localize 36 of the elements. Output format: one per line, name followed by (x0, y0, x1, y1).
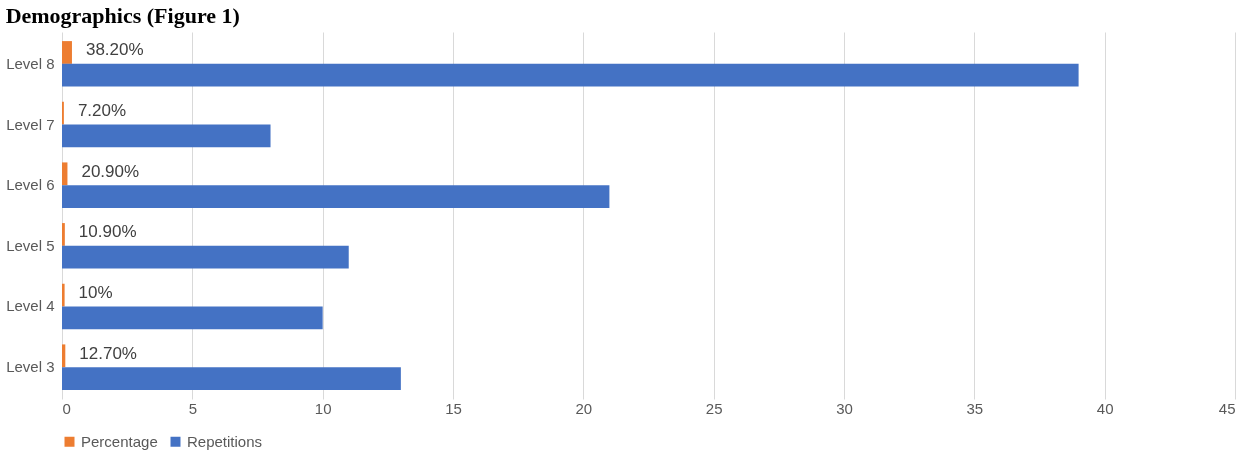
y-tick-label: Level 8 (6, 54, 55, 72)
data-label: 10% (78, 283, 113, 303)
x-tick-label: 10 (314, 399, 332, 417)
bar (62, 223, 65, 246)
bar (62, 367, 401, 390)
legend-label: Repetitions (187, 432, 263, 450)
y-tick-label: Level 4 (6, 297, 55, 315)
bar (62, 344, 66, 368)
chart-title: Demographics (Figure 1) (5, 3, 240, 28)
bar (62, 63, 1079, 87)
legend-label: Percentage (81, 432, 158, 450)
y-tick-label: Level 5 (6, 236, 55, 254)
y-tick-label: Level 3 (6, 358, 55, 376)
bar (62, 245, 349, 269)
data-label: 10.90% (78, 222, 137, 242)
bar (62, 306, 323, 330)
bar (62, 124, 271, 148)
x-tick-label: 45 (1218, 399, 1236, 417)
data-label: 7.20% (77, 101, 127, 121)
data-label: 38.20% (85, 40, 144, 60)
x-tick-label: 40 (1096, 399, 1114, 417)
y-tick-label: Level 6 (6, 176, 55, 194)
x-tick-label: 30 (836, 399, 853, 417)
x-tick-label: 35 (966, 399, 984, 417)
x-tick-label: 5 (188, 399, 198, 417)
x-tick-label: 0 (62, 399, 71, 417)
data-label: 12.70% (79, 343, 137, 363)
data-label: 20.90% (81, 161, 140, 181)
x-tick-label: 25 (705, 399, 723, 417)
x-tick-label: 20 (575, 399, 593, 417)
bar (62, 185, 610, 208)
y-tick-label: Level 7 (6, 115, 55, 133)
x-tick-label: 15 (445, 399, 462, 417)
bar (62, 162, 68, 186)
bar (62, 41, 72, 64)
bar (62, 283, 65, 307)
